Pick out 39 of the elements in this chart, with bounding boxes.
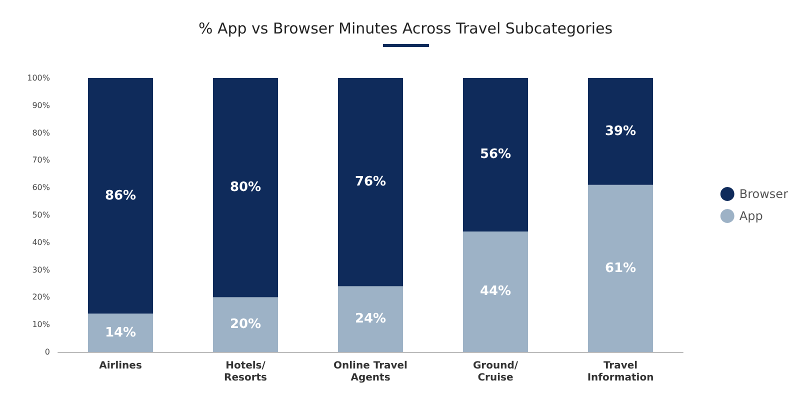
x-tick-label: Online Travel Agents: [334, 360, 408, 384]
y-tick-label: 70%: [32, 156, 50, 165]
y-tick-label: 20%: [32, 292, 50, 302]
legend-label: Browser: [739, 187, 788, 201]
bar: [463, 78, 528, 232]
y-tick-label: 80%: [32, 128, 50, 138]
bar: [88, 78, 153, 314]
data-label: 76%: [354, 174, 386, 190]
bar: [463, 231, 528, 352]
data-label: 24%: [354, 312, 386, 327]
chart-title: % App vs Browser Minutes Across Travel Subcategories: [198, 20, 613, 38]
data-label: 80%: [230, 180, 262, 196]
bar: [338, 286, 403, 352]
x-tick-label: Airlines: [99, 360, 142, 372]
bar: [213, 78, 278, 298]
x-tick-label: Hotels/ Resorts: [224, 360, 268, 384]
y-tick-label: 30%: [32, 265, 50, 274]
data-label: 14%: [104, 325, 136, 340]
y-tick-label: 50%: [32, 210, 50, 220]
y-tick-label: 100%: [27, 74, 50, 82]
data-label: 39%: [604, 124, 636, 139]
y-tick-label: 60%: [32, 183, 50, 192]
x-tick-label: Ground/ Cruise: [472, 360, 518, 384]
bar: [88, 314, 153, 352]
y-tick-label: 40%: [32, 238, 50, 247]
y-tick-label: 10%: [32, 320, 50, 330]
data-label: 86%: [104, 188, 136, 204]
bar: [213, 297, 278, 352]
bar: [338, 78, 403, 286]
data-label: 61%: [604, 260, 636, 276]
x-tick-label: Travel Information: [587, 360, 654, 384]
y-tick-label: 0: [44, 348, 50, 356]
bar: [588, 184, 653, 352]
legend-label: App: [739, 209, 763, 223]
data-label: 44%: [480, 284, 512, 300]
bar: [588, 78, 653, 185]
y-tick-label: 90%: [32, 100, 50, 110]
data-label: 20%: [230, 317, 262, 332]
data-label: 56%: [480, 147, 512, 162]
